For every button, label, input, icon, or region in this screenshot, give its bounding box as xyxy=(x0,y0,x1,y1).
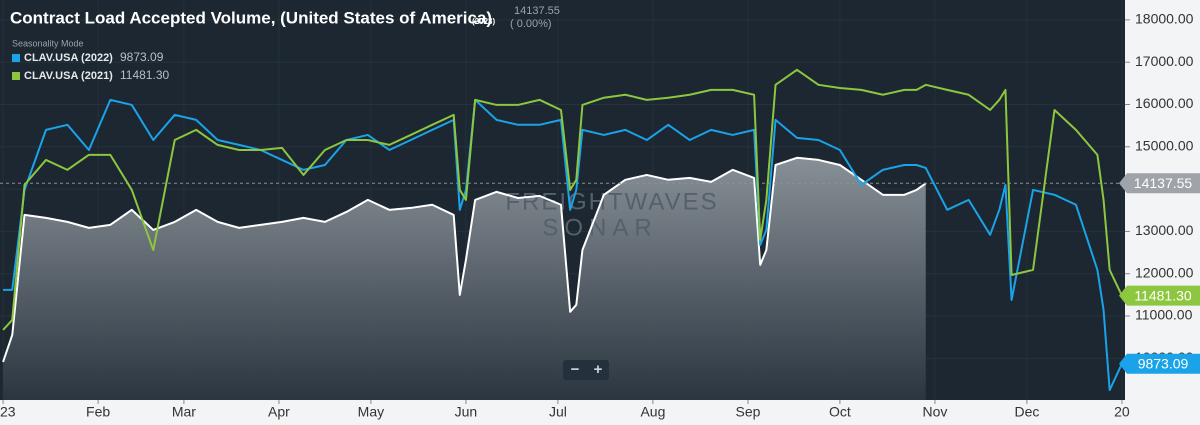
legend-value: 11481.30 xyxy=(120,68,169,82)
x-tick-label: Jul xyxy=(549,404,567,420)
y-tick-label: 18000.00 xyxy=(1135,11,1194,27)
zoom-panel xyxy=(563,360,609,380)
x-tick-label: Sep xyxy=(735,404,760,420)
x-tick-label: May xyxy=(358,404,384,420)
x-tick-label: Apr xyxy=(268,404,290,420)
legend-swatch xyxy=(12,54,20,62)
legend-swatch xyxy=(12,72,20,80)
change-value: ( 0.00%) xyxy=(510,18,552,30)
x-tick-label: Dec xyxy=(1014,404,1039,420)
value-tag-label: 11481.30 xyxy=(1134,287,1192,303)
x-tick-label: Nov xyxy=(922,404,947,420)
y-tick-label: 12000.00 xyxy=(1135,264,1194,280)
x-tick-label: Oct xyxy=(829,404,851,420)
y-tick-label: 17000.00 xyxy=(1135,53,1194,69)
x-tick-label: Aug xyxy=(640,404,665,420)
watermark-text: SONAR xyxy=(542,214,657,241)
x-tick-label: 23 xyxy=(0,404,16,420)
y-tick-label: 13000.00 xyxy=(1135,222,1194,238)
y-tick-label: 16000.00 xyxy=(1135,95,1194,111)
legend-label: CLAV.USA (2022) xyxy=(24,52,113,64)
watermark: FREIGHTWAVES SONAR xyxy=(505,188,718,241)
series-line xyxy=(2,156,927,363)
header: Contract Load Accepted Volume, (United S… xyxy=(10,5,560,48)
value-tag xyxy=(1119,173,1200,194)
watermark-text: FREIGHTWAVES xyxy=(505,188,718,215)
x-tick-label: Jun xyxy=(455,404,478,420)
zoom-controls: − + xyxy=(563,360,609,380)
value-tag-label: 14137.55 xyxy=(1134,175,1193,191)
y-tick-label: 11000.00 xyxy=(1135,307,1193,323)
series-area xyxy=(3,157,926,400)
mode-label: Seasonality Mode xyxy=(12,38,84,48)
series-line xyxy=(2,68,1123,331)
x-tick-label: Mar xyxy=(172,404,196,420)
value-tag xyxy=(1119,285,1200,306)
series-line xyxy=(3,98,1123,392)
current-value: 14137.55 xyxy=(514,5,560,17)
x-tick-label: Feb xyxy=(86,404,110,420)
legend-label: CLAV.USA (2021) xyxy=(24,70,113,82)
value-tag-label: 9873.09 xyxy=(1138,355,1189,371)
x-axis-panel xyxy=(0,400,1200,425)
zoom-in-button[interactable]: + xyxy=(594,361,603,378)
zoom-out-button[interactable]: − xyxy=(571,361,580,378)
legend-value: 9873.09 xyxy=(120,50,164,64)
chart-title: Contract Load Accepted Volume, (United S… xyxy=(10,8,492,27)
title-year: (2023) xyxy=(472,17,495,26)
x-tick-label: 20 xyxy=(1114,404,1130,420)
value-tag xyxy=(1119,353,1200,374)
y-tick-label: 15000.00 xyxy=(1135,138,1194,154)
